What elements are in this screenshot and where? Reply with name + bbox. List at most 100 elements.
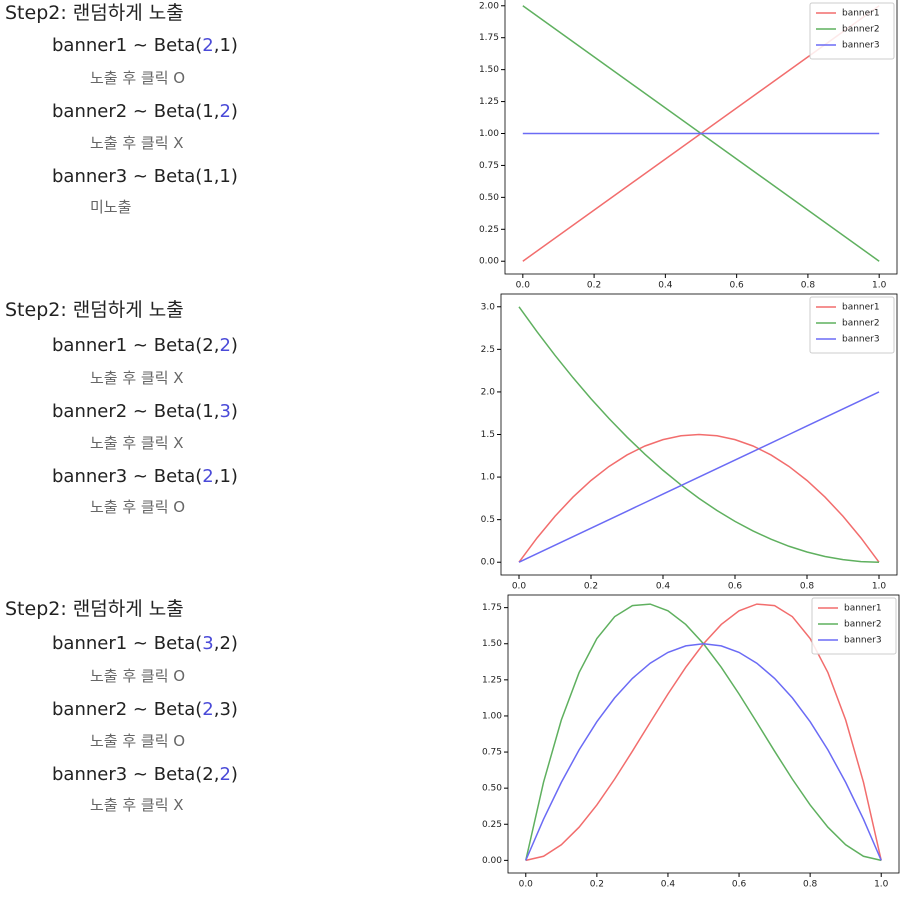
y-tick-label: 1.25 bbox=[482, 675, 502, 685]
y-tick-label: 3.0 bbox=[481, 302, 496, 312]
note: 노출 후 클릭 X bbox=[90, 369, 184, 387]
y-tick-label: 0.00 bbox=[482, 856, 502, 866]
series-line bbox=[518, 433, 880, 563]
x-tick-label: 0.6 bbox=[732, 880, 747, 890]
note: 노출 후 클릭 O bbox=[90, 732, 186, 750]
text-part: banner2 ~ Beta(1, bbox=[52, 401, 220, 422]
legend-label: banner3 bbox=[844, 636, 882, 646]
x-tick-label: 0.4 bbox=[658, 281, 673, 291]
y-tick-label: 0.0 bbox=[481, 558, 496, 568]
highlight-part: 3 bbox=[219, 401, 231, 422]
y-tick-label: 0.50 bbox=[482, 784, 502, 794]
x-tick-label: 0.0 bbox=[519, 880, 534, 890]
highlight-part: 2 bbox=[202, 35, 214, 56]
y-tick-label: 1.5 bbox=[481, 430, 495, 440]
highlight-part: 2 bbox=[202, 466, 214, 487]
series-line bbox=[525, 642, 882, 861]
x-tick-label: 0.2 bbox=[590, 880, 604, 890]
highlight-part: 2 bbox=[219, 101, 231, 122]
x-tick-label: 0.6 bbox=[729, 281, 744, 291]
text-part: ) bbox=[230, 335, 238, 356]
legend-label: banner3 bbox=[842, 41, 880, 51]
text-part: banner1 ~ Beta( bbox=[52, 633, 203, 654]
legend-label: banner1 bbox=[842, 303, 880, 313]
legend-label: banner1 bbox=[842, 9, 880, 19]
y-tick-label: 1.00 bbox=[482, 711, 502, 721]
x-tick-label: 1.0 bbox=[872, 281, 887, 291]
x-tick-label: 0.6 bbox=[728, 582, 743, 592]
y-tick-label: 1.75 bbox=[479, 33, 499, 43]
text-part: ) bbox=[230, 101, 238, 122]
x-tick-label: 1.0 bbox=[874, 880, 889, 890]
text-part: banner2 ~ Beta(1, bbox=[52, 101, 220, 122]
y-tick-label: 1.00 bbox=[479, 129, 499, 139]
highlight-part: 2 bbox=[219, 335, 231, 356]
y-tick-label: 2.0 bbox=[481, 387, 496, 397]
text-part: banner3 ~ Beta(2, bbox=[52, 764, 220, 785]
axes-frame bbox=[504, 0, 898, 275]
note: 노출 후 클릭 X bbox=[90, 796, 184, 814]
text-part: ) bbox=[230, 401, 238, 422]
y-tick-label: 0.5 bbox=[481, 515, 495, 525]
y-tick-label: 1.25 bbox=[479, 97, 499, 107]
note: 노출 후 클릭 O bbox=[90, 498, 186, 516]
series-line bbox=[518, 306, 880, 563]
x-tick-label: 0.2 bbox=[584, 582, 598, 592]
text-part: ) bbox=[230, 764, 238, 785]
beta-line: banner1 ~ Beta(2,2) bbox=[52, 337, 238, 355]
axes-frame bbox=[507, 594, 900, 874]
y-tick-label: 2.5 bbox=[481, 345, 495, 355]
text-part: banner3 ~ Beta( bbox=[52, 466, 203, 487]
step-title: Step2: 랜덤하게 노출 bbox=[5, 299, 184, 321]
beta-line: banner3 ~ Beta(2,1) bbox=[52, 468, 238, 486]
x-tick-label: 0.4 bbox=[661, 880, 676, 890]
x-tick-label: 0.2 bbox=[587, 281, 601, 291]
x-tick-label: 0.8 bbox=[800, 582, 815, 592]
note: 노출 후 클릭 O bbox=[90, 667, 186, 685]
series-line bbox=[518, 391, 880, 563]
y-tick-label: 0.50 bbox=[479, 193, 499, 203]
text-part: ,2) bbox=[213, 633, 238, 654]
legend-label: banner2 bbox=[844, 620, 882, 630]
beta-line: banner3 ~ Beta(2,2) bbox=[52, 766, 238, 784]
x-tick-label: 0.4 bbox=[656, 582, 671, 592]
y-tick-label: 0.25 bbox=[479, 225, 499, 235]
y-tick-label: 0.75 bbox=[479, 161, 499, 171]
x-tick-label: 0.8 bbox=[801, 281, 816, 291]
y-tick-label: 0.00 bbox=[479, 257, 499, 267]
legend-label: banner2 bbox=[842, 25, 880, 35]
highlight-part: 2 bbox=[202, 699, 214, 720]
axes-frame bbox=[500, 293, 898, 576]
step-title: Step2: 랜덤하게 노출 bbox=[5, 598, 184, 620]
y-tick-label: 1.50 bbox=[479, 65, 499, 75]
text-part: banner2 ~ Beta( bbox=[52, 699, 203, 720]
legend-label: banner1 bbox=[844, 604, 882, 614]
beta-line: banner2 ~ Beta(2,3) bbox=[52, 701, 238, 719]
highlight-part: 2 bbox=[219, 764, 231, 785]
text-part: banner1 ~ Beta(2, bbox=[52, 335, 220, 356]
legend-label: banner2 bbox=[842, 319, 880, 329]
text-part: banner1 ~ Beta( bbox=[52, 35, 203, 56]
text-part: ,1) bbox=[213, 35, 238, 56]
note: 미노출 bbox=[90, 198, 132, 216]
y-tick-label: 0.25 bbox=[482, 820, 502, 830]
text-part: banner3 ~ Beta(1,1) bbox=[52, 166, 238, 187]
legend-label: banner3 bbox=[842, 335, 880, 345]
beta-line: banner1 ~ Beta(3,2) bbox=[52, 635, 238, 653]
step-title: Step2: 랜덤하게 노출 bbox=[5, 2, 184, 24]
y-tick-label: 1.0 bbox=[481, 473, 496, 483]
y-tick-label: 1.50 bbox=[482, 639, 502, 649]
x-tick-label: 1.0 bbox=[872, 582, 887, 592]
x-tick-label: 0.0 bbox=[516, 281, 531, 291]
y-tick-label: 0.75 bbox=[482, 748, 502, 758]
x-tick-label: 0.0 bbox=[512, 582, 527, 592]
text-part: ,3) bbox=[213, 699, 238, 720]
y-tick-label: 2.00 bbox=[479, 1, 499, 11]
text-part: ,1) bbox=[213, 466, 238, 487]
beta-line: banner2 ~ Beta(1,2) bbox=[52, 103, 238, 121]
note: 노출 후 클릭 O bbox=[90, 69, 186, 87]
y-tick-label: 1.75 bbox=[482, 603, 502, 613]
note: 노출 후 클릭 X bbox=[90, 134, 184, 152]
